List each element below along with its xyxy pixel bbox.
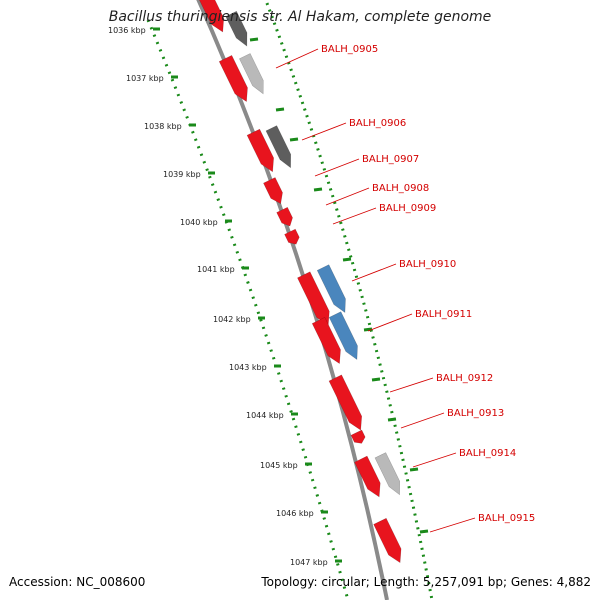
- gene-arrow[interactable]: [311, 317, 346, 366]
- gene-arrow[interactable]: [225, 10, 253, 49]
- gene-leader-line: [325, 187, 370, 206]
- gene-leader-line: [367, 313, 413, 332]
- gene-label[interactable]: BALH_0912: [436, 373, 493, 384]
- gene-arrow[interactable]: [374, 452, 405, 498]
- kbp-tick-label: 1044 kbp: [246, 411, 284, 420]
- gene-arrow[interactable]: [198, 0, 229, 35]
- gene-arrow[interactable]: [218, 55, 253, 104]
- gene-arrow[interactable]: [328, 374, 367, 433]
- gene-arrow[interactable]: [350, 429, 367, 446]
- outer-tick-mark: [371, 377, 381, 382]
- gene-label[interactable]: BALH_0906: [349, 118, 406, 129]
- gene-arrow[interactable]: [373, 517, 407, 565]
- gene-leader-line: [412, 452, 457, 468]
- gene-arrow[interactable]: [354, 455, 386, 500]
- gene-label[interactable]: BALH_0911: [415, 309, 472, 320]
- gene-arrow[interactable]: [316, 264, 351, 316]
- kbp-tick-label: 1046 kbp: [276, 509, 314, 518]
- kbp-tick-label: 1039 kbp: [163, 170, 201, 179]
- gene-leader-line: [429, 517, 476, 533]
- kbp-tick-label: 1042 kbp: [213, 315, 251, 324]
- kbp-tick-label: 1040 kbp: [180, 218, 218, 227]
- outer-tick-mark: [275, 107, 285, 112]
- gene-leader-line: [301, 122, 347, 141]
- gene-arrow[interactable]: [328, 311, 363, 363]
- outer-tick-mark: [387, 417, 397, 422]
- genome-summary-text: Topology: circular; Length: 5,257,091 bp…: [261, 575, 591, 589]
- gene-label[interactable]: BALH_0908: [372, 183, 429, 194]
- gene-label[interactable]: BALH_0915: [478, 513, 535, 524]
- kbp-tick-label: 1045 kbp: [260, 461, 298, 470]
- kbp-tick-label: 1041 kbp: [197, 265, 235, 274]
- outer-tick-mark: [419, 529, 429, 534]
- gene-label[interactable]: BALH_0913: [447, 408, 504, 419]
- genome-title: Bacillus thuringiensis str. Al Hakam, co…: [108, 9, 492, 25]
- gene-arrow[interactable]: [276, 206, 296, 228]
- kbp-tick-label: 1043 kbp: [229, 363, 267, 372]
- gene-arrow[interactable]: [284, 228, 302, 247]
- outer-tick-mark: [249, 37, 259, 42]
- gene-label[interactable]: BALH_0914: [459, 448, 516, 459]
- gene-label[interactable]: BALH_0910: [399, 259, 456, 270]
- kbp-tick-label: 1037 kbp: [126, 74, 164, 83]
- gene-leader-line: [351, 263, 397, 282]
- gene-arrow[interactable]: [265, 125, 296, 171]
- gene-leader-line: [275, 48, 319, 69]
- outer-tick-mark: [342, 257, 352, 262]
- gene-arrow[interactable]: [263, 177, 286, 206]
- gene-label[interactable]: BALH_0905: [321, 44, 378, 55]
- outer-tick-mark: [313, 187, 323, 192]
- gene-leader-line: [400, 412, 445, 429]
- outer-tick-mark: [363, 327, 373, 332]
- accession-text: Accession: NC_008600: [9, 575, 146, 589]
- gene-arrow[interactable]: [246, 128, 279, 175]
- gene-leader-line: [389, 377, 434, 393]
- gene-label[interactable]: BALH_0907: [362, 154, 419, 165]
- outer-tick-mark: [289, 137, 299, 142]
- outer-tick-mark: [409, 467, 419, 472]
- gene-arrow[interactable]: [239, 53, 268, 96]
- kbp-tick-label: 1047 kbp: [290, 558, 328, 567]
- gene-leader-line: [314, 158, 360, 177]
- gene-leader-line: [332, 207, 377, 225]
- gene-label[interactable]: BALH_0909: [379, 203, 436, 214]
- kbp-tick-label: 1038 kbp: [144, 122, 182, 131]
- kbp-tick-label: 1036 kbp: [108, 26, 146, 35]
